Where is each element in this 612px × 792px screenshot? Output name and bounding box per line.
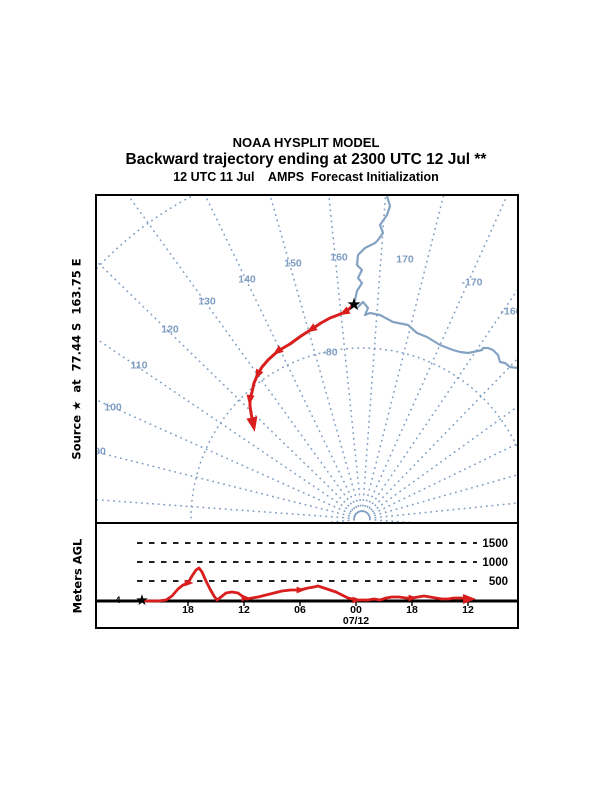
meridian-line xyxy=(127,196,359,514)
trajectory-6h-marker xyxy=(306,323,318,333)
height-6h-marker xyxy=(241,594,251,602)
meridian-label: 150 xyxy=(284,258,302,270)
height-panel-border xyxy=(95,522,519,629)
latitude-circle xyxy=(190,347,517,522)
coastline xyxy=(351,196,517,369)
meridian-line xyxy=(367,443,517,517)
time-tick-label: 12 xyxy=(462,604,474,616)
meridian-label: -170 xyxy=(461,277,482,289)
height-gridline-label: 1000 xyxy=(482,557,508,569)
time-tick-label: 18 xyxy=(182,604,194,616)
meridian-line xyxy=(204,196,360,514)
meridian-label: 110 xyxy=(131,360,148,372)
meridian-label: 120 xyxy=(161,324,179,336)
height-6h-marker xyxy=(184,579,194,587)
start-height-label: 4 xyxy=(115,595,120,605)
meridian-line xyxy=(366,358,517,515)
meridian-line xyxy=(97,260,358,515)
height-trace xyxy=(140,566,470,603)
meridian-label: 140 xyxy=(238,274,256,286)
meridian-line xyxy=(97,338,357,516)
source-star-icon: ★ xyxy=(346,295,361,314)
meridian-label: 170 xyxy=(396,254,414,266)
source-location-label: Source ★ at 77.44 S 163.75 E xyxy=(70,258,84,460)
height-axis-label: Meters AGL xyxy=(70,538,85,613)
time-tick-label: 12 xyxy=(238,604,250,616)
height-gridline-label: 500 xyxy=(489,576,508,588)
date-label: 07/12 xyxy=(343,615,369,627)
meridian-line xyxy=(97,499,356,520)
meridian-line xyxy=(367,406,517,516)
initialization-subtitle: 12 UTC 11 Jul AMPS Forecast Initializati… xyxy=(173,170,439,184)
height-end-arrow xyxy=(463,594,476,604)
meridian-line xyxy=(364,196,508,513)
time-tick-label: 18 xyxy=(406,604,418,616)
profile-star-icon: ★ xyxy=(135,592,148,609)
meridian-line xyxy=(361,196,387,513)
trajectory-6h-marker xyxy=(246,394,255,406)
trajectory-end-arrow xyxy=(246,416,258,432)
meridian-line xyxy=(328,196,363,513)
time-tick-label: 00 xyxy=(350,604,362,616)
height-profile-content: 1500 1000 500 18 12 06 00 18 12 07/12 4 ★ xyxy=(96,538,518,627)
title-block: NOAA HYSPLIT MODEL Backward trajectory e… xyxy=(0,135,612,186)
trajectory-6h-marker xyxy=(255,368,264,380)
trajectory-6h-marker xyxy=(272,345,284,355)
height-6h-marker xyxy=(296,586,306,594)
meridian-label: 90 xyxy=(94,446,106,458)
meridian-line xyxy=(97,399,356,517)
meridian-label: 160 xyxy=(330,252,348,264)
latitude-label: -80 xyxy=(322,347,337,359)
trajectory-6h-marker xyxy=(339,306,351,316)
time-tick-label: 06 xyxy=(294,604,306,616)
meridian-line xyxy=(325,518,356,522)
meridian-line xyxy=(368,474,517,518)
height-6h-marker xyxy=(352,596,362,604)
height-gridline-label: 1500 xyxy=(482,538,508,550)
height-6h-marker xyxy=(408,594,418,602)
meridian-label: -160 xyxy=(500,306,521,318)
meridian-line xyxy=(97,451,356,519)
meridian-line xyxy=(368,502,517,520)
meridian-line xyxy=(365,289,517,514)
meridian-label: 100 xyxy=(104,402,122,414)
trajectory-title: Backward trajectory ending at 2300 UTC 1… xyxy=(125,151,487,168)
meridian-line xyxy=(362,196,445,513)
meridian-label: 130 xyxy=(198,296,216,308)
meridian-line xyxy=(269,196,361,513)
model-title: NOAA HYSPLIT MODEL xyxy=(232,135,380,150)
trajectory-path xyxy=(248,302,356,425)
